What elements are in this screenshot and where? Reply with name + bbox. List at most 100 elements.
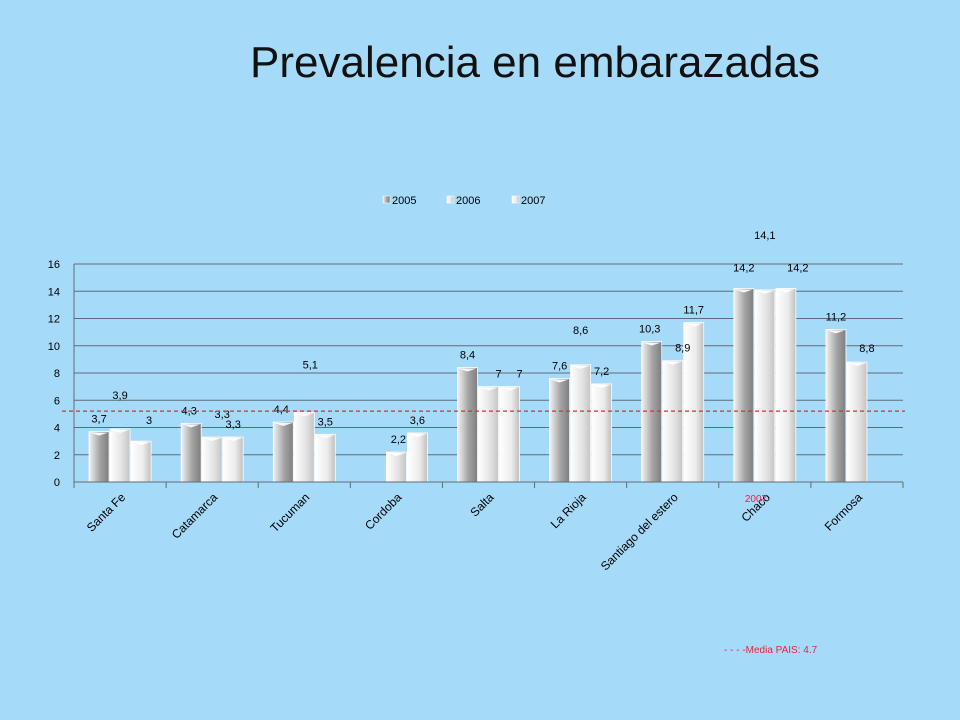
- legend-label-2005: 2005: [392, 195, 416, 207]
- legend-swatch-2007: [511, 195, 520, 204]
- bar-2005: [88, 431, 110, 483]
- bar-2006: [293, 412, 315, 483]
- bar-cap: [408, 433, 427, 437]
- y-tick-label: 6: [54, 395, 60, 407]
- x-tick-label: Formosa: [822, 490, 866, 534]
- data-label: 3,3: [226, 419, 241, 431]
- bar-cap: [182, 424, 201, 428]
- data-label: 3,7: [91, 414, 106, 426]
- data-label: 7: [516, 369, 522, 381]
- bar-cap: [387, 453, 406, 457]
- bar-cap: [90, 432, 109, 436]
- data-label: 3,3: [215, 409, 230, 421]
- bar-2005: [180, 423, 202, 483]
- annotation-label: 2007: [745, 494, 768, 505]
- data-label: 7: [495, 369, 501, 381]
- x-tick-label: Santa Fe: [84, 490, 129, 535]
- bar-2005: [272, 421, 294, 483]
- bar-cap: [734, 289, 753, 293]
- bar-2005: [641, 341, 663, 483]
- bar-2006: [754, 289, 776, 483]
- x-tick-label: Salta: [467, 490, 496, 519]
- page-title: Prevalencia en embarazadas: [250, 38, 820, 87]
- bar-2006: [570, 364, 592, 483]
- data-label: 3: [146, 415, 152, 427]
- bar-2005: [733, 288, 755, 483]
- data-label: 8,9: [675, 343, 690, 355]
- bar-2007: [775, 288, 797, 483]
- legend-swatch-2005: [382, 195, 391, 204]
- bar-2006: [201, 436, 223, 483]
- bars: [88, 288, 868, 483]
- data-label: 5,1: [303, 360, 318, 372]
- x-tick-label: Cordoba: [362, 490, 405, 533]
- bar-cap: [663, 361, 682, 365]
- bar-cap: [274, 423, 293, 427]
- bar-2007: [499, 386, 520, 483]
- x-tick-label: Santiago del estero: [598, 490, 681, 573]
- bar-cap: [755, 290, 774, 294]
- bar-cap: [224, 438, 243, 442]
- y-tick-label: 0: [54, 477, 60, 489]
- x-tick-label: La Rioja: [548, 490, 589, 531]
- bar-cap: [847, 363, 866, 367]
- data-label: 2,2: [391, 434, 406, 446]
- bar-cap: [458, 368, 477, 372]
- reference-line-label: - - - -Media PAIS: 4.7: [724, 645, 818, 656]
- y-tick-label: 4: [54, 423, 60, 435]
- y-tick-label: 12: [48, 314, 60, 326]
- data-label: 8,6: [573, 325, 588, 337]
- bar-cap: [571, 365, 590, 369]
- bar-2007: [314, 433, 336, 483]
- bar-cap: [500, 387, 519, 391]
- data-label: 14,2: [733, 263, 754, 275]
- data-label: 10,3: [639, 324, 660, 336]
- bar-cap: [316, 435, 335, 439]
- data-label: 3,6: [410, 415, 425, 427]
- y-tick-label: 16: [48, 259, 60, 271]
- bar-cap: [111, 429, 130, 433]
- data-label: 3,5: [318, 416, 333, 428]
- bar-2007: [591, 383, 613, 483]
- bar-cap: [550, 379, 569, 383]
- bar-2006: [478, 386, 499, 483]
- data-label: 4,4: [274, 404, 289, 416]
- bar-cap: [203, 438, 222, 442]
- legend-label-2007: 2007: [521, 195, 545, 207]
- bar-cap: [132, 442, 151, 446]
- bar-cap: [684, 323, 703, 327]
- legend: 2005 2006 2007: [382, 195, 545, 207]
- bar-2006: [109, 428, 131, 483]
- bar-2006: [385, 451, 407, 483]
- data-label: 14,2: [787, 263, 808, 275]
- data-label: 11,2: [826, 311, 847, 323]
- data-label: 3,9: [112, 390, 127, 402]
- bar-cap: [295, 413, 314, 417]
- bar-2007: [406, 432, 428, 483]
- data-labels: 3,73,934,3 3,33,34,45,13,52,23,68,47 77,68…: [91, 230, 874, 446]
- data-label: 7,6: [552, 360, 567, 372]
- bar-2005: [825, 328, 847, 483]
- data-label: 8,8: [859, 343, 874, 355]
- y-tick-label: 2: [54, 450, 60, 462]
- data-label: 8,4: [460, 350, 475, 362]
- bar-cap: [776, 289, 795, 293]
- x-tick-label: Tucuman: [267, 490, 312, 535]
- y-tick-label: 10: [48, 341, 60, 353]
- bar-cap: [826, 330, 845, 334]
- bar-2005: [457, 367, 478, 483]
- bar-cap: [592, 384, 611, 388]
- bar-2007: [130, 440, 152, 483]
- bar-2006: [846, 361, 868, 483]
- x-tick-label: Catamarca: [169, 490, 221, 542]
- data-label: 11,7: [683, 305, 704, 317]
- reference-line: 2007 - - - -Media PAIS: 4.7: [62, 410, 905, 656]
- bar-2007: [222, 436, 244, 483]
- legend-swatch-2006: [446, 195, 455, 204]
- data-label: 7,2: [594, 366, 609, 378]
- data-label: 14,1: [754, 230, 775, 242]
- y-tick-label: 8: [54, 368, 60, 380]
- bar-2006: [662, 360, 684, 483]
- legend-label-2006: 2006: [456, 195, 480, 207]
